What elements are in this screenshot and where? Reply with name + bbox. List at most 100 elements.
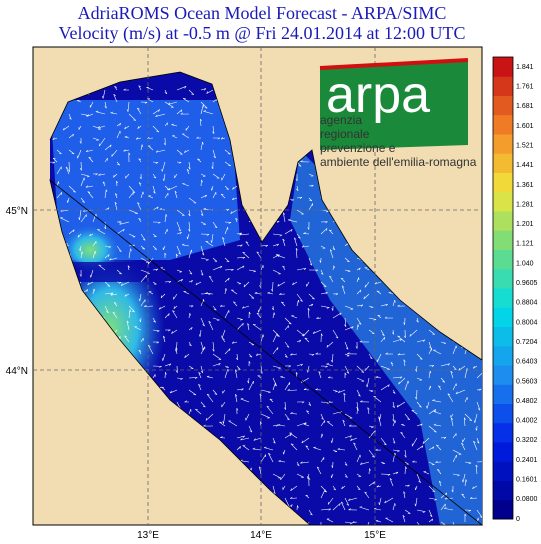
arrow xyxy=(97,125,106,129)
arrow-head xyxy=(398,381,400,385)
arrow xyxy=(404,484,410,487)
arrow-head xyxy=(144,304,147,307)
arrow-head xyxy=(292,282,294,285)
arrow xyxy=(296,209,304,215)
colorbar-band xyxy=(493,345,513,366)
arrow xyxy=(147,145,154,151)
arrow-head xyxy=(407,484,410,487)
arrow-head xyxy=(450,370,453,373)
arrow xyxy=(56,149,62,155)
arrow xyxy=(396,401,406,408)
arrow xyxy=(200,299,204,307)
arrow-head xyxy=(475,428,478,431)
arrow xyxy=(140,144,143,151)
arrow-head xyxy=(73,191,76,193)
arrow xyxy=(440,363,450,367)
arrow xyxy=(206,393,214,403)
arrow xyxy=(428,348,432,355)
arrow xyxy=(140,299,146,307)
arrow xyxy=(80,177,85,187)
arrow-head xyxy=(86,114,90,117)
arrow xyxy=(168,185,178,191)
arrow xyxy=(188,365,194,369)
arrow-head xyxy=(155,162,159,164)
arrow xyxy=(392,413,395,422)
arrow xyxy=(388,292,394,295)
arrow xyxy=(212,173,220,179)
arrow xyxy=(409,329,418,337)
arrow xyxy=(176,221,181,232)
arrow-head xyxy=(479,516,482,518)
arrow xyxy=(461,443,466,451)
arrow-head xyxy=(202,104,205,108)
arrow-head xyxy=(304,337,308,340)
arrow-head xyxy=(256,312,260,315)
arrow-head xyxy=(312,298,315,300)
arrow xyxy=(116,181,118,187)
arrow xyxy=(224,288,227,295)
arrow-head xyxy=(229,348,231,352)
arrow-head xyxy=(350,438,353,441)
arrow-head xyxy=(206,375,210,377)
arrow xyxy=(364,281,370,288)
arrow-head xyxy=(231,341,235,344)
arrow xyxy=(301,245,310,248)
arrow xyxy=(236,281,242,285)
arrow-head xyxy=(335,336,339,339)
arrow xyxy=(320,420,326,427)
arrow-head xyxy=(104,106,107,109)
arrow xyxy=(152,125,160,133)
arrow-head xyxy=(226,260,230,263)
arrow-head xyxy=(397,353,401,356)
arrow-head xyxy=(309,513,313,516)
arrow-head xyxy=(79,141,82,144)
colorbar-label: 1.361 xyxy=(516,182,534,189)
arrow xyxy=(416,521,421,525)
arrow-head xyxy=(165,372,167,375)
arrow-head xyxy=(330,440,333,444)
arrow-head xyxy=(239,232,242,235)
arrow xyxy=(344,326,354,331)
arrow xyxy=(462,437,466,443)
arrow-head xyxy=(306,476,309,479)
arrow-head xyxy=(161,386,165,388)
arrow xyxy=(463,417,466,427)
arrow xyxy=(344,365,350,374)
arrow xyxy=(260,334,264,343)
arrow xyxy=(400,432,406,439)
arrow-head xyxy=(426,405,428,409)
arrow-head xyxy=(72,133,74,137)
title-line1: AdriaROMS Ocean Model Forecast - ARPA/SI… xyxy=(78,3,447,23)
arrow xyxy=(163,335,166,343)
arrow-head xyxy=(409,333,411,337)
arrow-head xyxy=(77,234,79,238)
arrow-head xyxy=(377,314,381,317)
arrow-head xyxy=(102,96,104,99)
arrow xyxy=(228,420,238,427)
arrow-head xyxy=(282,238,285,241)
arrow-head xyxy=(231,269,234,271)
arrow xyxy=(308,203,313,211)
arrow-head xyxy=(360,400,363,403)
arrow xyxy=(379,413,382,421)
arrow xyxy=(86,149,94,153)
arrow-head xyxy=(273,492,276,495)
arrow-head xyxy=(341,501,344,504)
arrow-head xyxy=(114,201,117,205)
arrow-head xyxy=(203,110,206,112)
arrow-head xyxy=(333,265,335,269)
arrow xyxy=(200,209,204,216)
arrow-head xyxy=(431,365,435,368)
arrow-head xyxy=(385,352,388,355)
arrow xyxy=(290,485,298,491)
arrow-head xyxy=(129,309,132,313)
arrow-head xyxy=(228,277,230,281)
arrow-head xyxy=(180,109,183,113)
arrow xyxy=(152,206,159,211)
arrow-head xyxy=(479,388,482,391)
arrow xyxy=(104,189,107,199)
arrow-head xyxy=(302,333,305,337)
arrow xyxy=(392,338,402,343)
arrow xyxy=(104,292,113,295)
arrow xyxy=(428,365,434,367)
